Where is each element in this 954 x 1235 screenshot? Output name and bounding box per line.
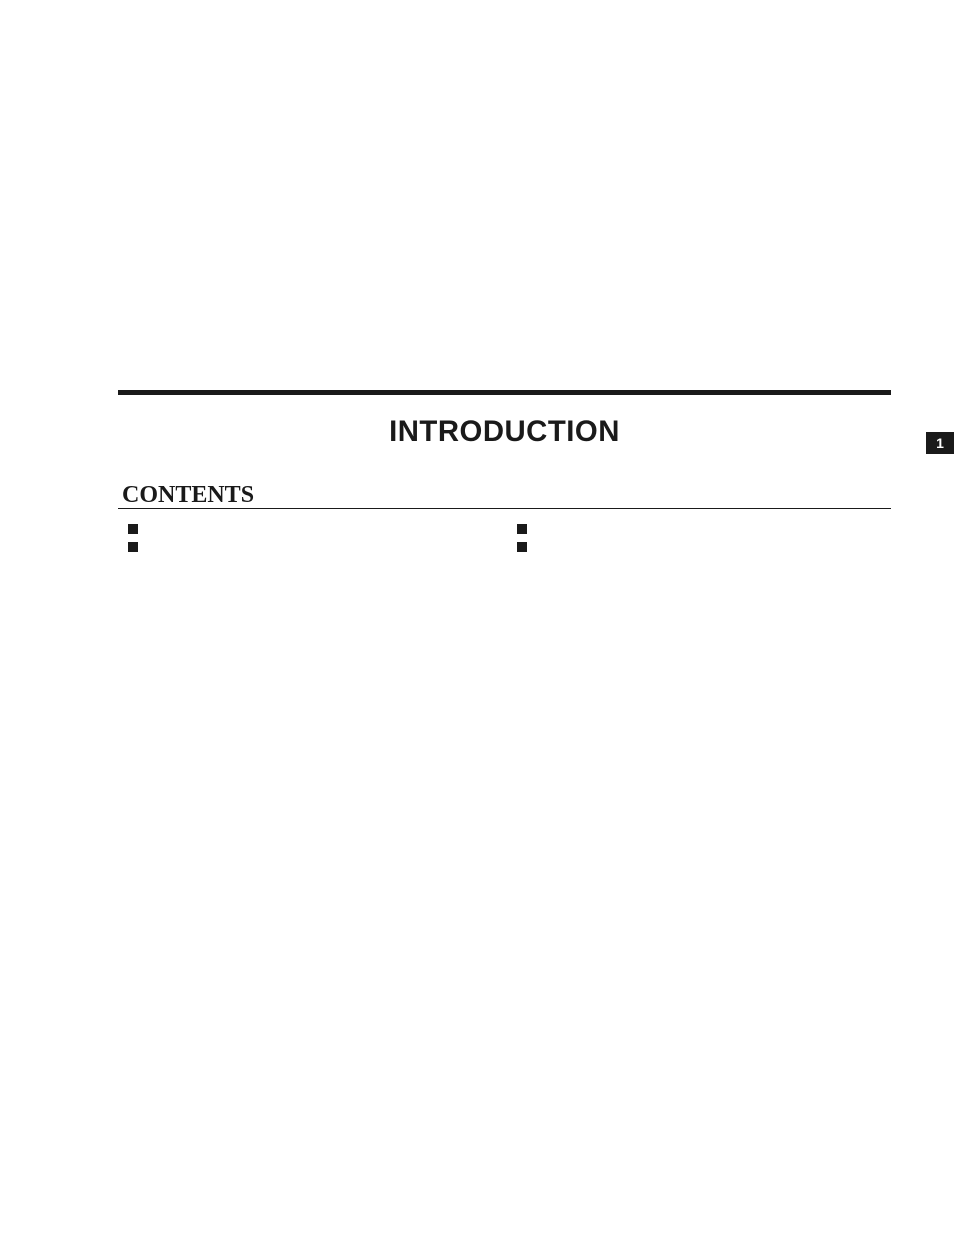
square-bullet-icon xyxy=(517,524,527,534)
square-bullet-icon xyxy=(128,524,138,534)
contents-item xyxy=(517,542,537,552)
contents-heading: CONTENTS xyxy=(122,482,254,509)
square-bullet-icon xyxy=(128,542,138,552)
page-number: 1 xyxy=(936,435,944,451)
top-horizontal-rule xyxy=(118,390,891,395)
contents-item xyxy=(128,524,148,534)
section-title: INTRODUCTION xyxy=(389,415,620,448)
page-number-tab: 1 xyxy=(926,432,954,454)
section-title-wrap: INTRODUCTION xyxy=(118,415,891,449)
page: INTRODUCTION 1 CONTENTS xyxy=(0,0,954,1235)
contents-item xyxy=(128,542,148,552)
contents-column-2 xyxy=(517,524,537,560)
contents-column-1 xyxy=(128,524,148,560)
contents-item xyxy=(517,524,537,534)
contents-underline xyxy=(118,508,891,509)
square-bullet-icon xyxy=(517,542,527,552)
